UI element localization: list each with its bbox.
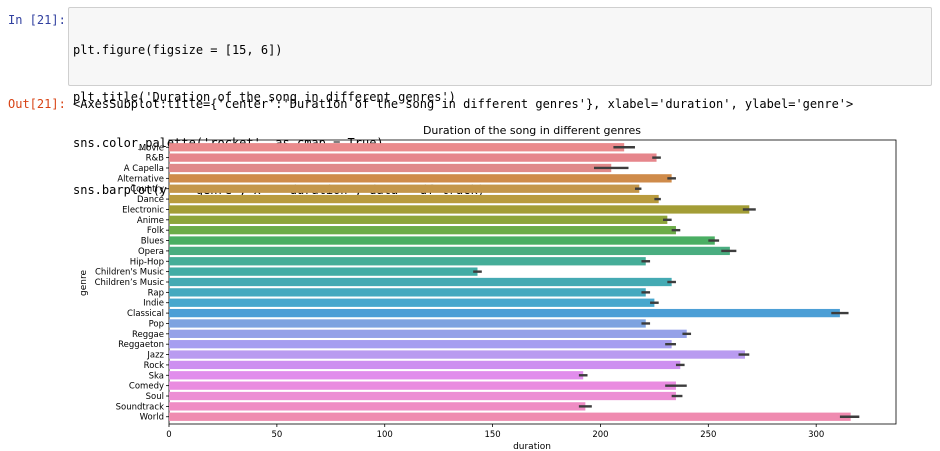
y-tick-label: Rap — [148, 288, 164, 298]
input-prompt: In [21]: — [8, 13, 66, 27]
bar — [169, 226, 676, 235]
y-tick-label: Indie — [143, 299, 164, 309]
bar — [169, 371, 584, 380]
bar — [169, 381, 676, 390]
bar — [169, 402, 586, 411]
x-tick-label: 100 — [377, 430, 393, 440]
y-tick-label: Reggae — [132, 330, 164, 340]
bar — [169, 277, 672, 287]
bar — [169, 267, 478, 276]
bar — [169, 329, 687, 338]
y-tick-label: A Capella — [124, 164, 164, 174]
bar — [169, 288, 646, 297]
x-tick-label: 200 — [592, 430, 608, 440]
y-tick-label: Comedy — [129, 382, 164, 392]
y-tick-label: Opera — [138, 247, 164, 257]
y-tick-label: Jazz — [146, 351, 164, 361]
cell-output-text: <AxesSubplot:title={'center':'Duration o… — [73, 97, 854, 111]
y-tick-label: Reggaeton — [118, 340, 164, 350]
y-tick-label: Children's Music — [95, 268, 164, 278]
bar — [169, 298, 655, 307]
y-tick-label: Country — [130, 185, 164, 195]
bar — [169, 174, 672, 183]
bar — [169, 236, 715, 245]
x-tick-label: 250 — [700, 430, 716, 440]
y-tick-label: Classical — [127, 309, 164, 319]
bar — [169, 184, 640, 193]
y-tick-label: World — [140, 413, 164, 423]
bar — [169, 319, 646, 328]
y-tick-label: Dance — [137, 195, 164, 205]
x-tick-label: 150 — [484, 430, 500, 440]
y-tick-label: Ska — [149, 371, 164, 381]
bar — [169, 205, 750, 214]
bar — [169, 215, 668, 224]
y-tick-label: Pop — [149, 319, 164, 329]
y-tick-label: Movie — [139, 143, 164, 153]
bar — [169, 143, 625, 152]
bar — [169, 246, 730, 256]
y-tick-label: Anime — [137, 216, 164, 226]
chart-title: Duration of the song in different genres — [423, 124, 641, 137]
y-tick-label: Soundtrack — [116, 402, 164, 412]
bar — [169, 412, 851, 421]
y-tick-label: Hip-Hop — [130, 257, 164, 267]
y-tick-label: Alternative — [117, 174, 164, 184]
code-line: plt.title('Duration of the song in diffe… — [73, 89, 456, 104]
bar — [169, 350, 745, 359]
x-tick-label: 300 — [808, 430, 824, 440]
bar — [169, 340, 672, 349]
bar — [169, 153, 657, 162]
output-prompt: Out[21]: — [8, 97, 66, 111]
x-tick-label: 0 — [166, 430, 171, 440]
bar-chart: Duration of the song in different genres… — [79, 124, 897, 451]
code-cell-input[interactable]: plt.figure(figsize = [15, 6]) plt.title(… — [68, 7, 932, 197]
y-axis-label: genre — [79, 270, 89, 296]
y-tick-label: Electronic — [122, 205, 164, 215]
y-tick-label: Soul — [146, 392, 164, 402]
x-axis-label: duration — [513, 442, 551, 451]
y-tick-label: Blues — [141, 237, 165, 247]
bar — [169, 194, 659, 204]
y-tick-label: Rock — [144, 361, 164, 371]
y-tick-label: Children’s Music — [95, 278, 165, 288]
y-tick-label: R&B — [146, 154, 165, 164]
bar — [169, 163, 612, 173]
bar — [169, 360, 681, 370]
bar — [169, 391, 676, 401]
bar — [169, 308, 840, 318]
y-tick-label: Folk — [147, 226, 164, 236]
x-tick-label: 50 — [271, 430, 282, 440]
bar — [169, 257, 646, 266]
code-line: plt.figure(figsize = [15, 6]) — [73, 43, 283, 57]
